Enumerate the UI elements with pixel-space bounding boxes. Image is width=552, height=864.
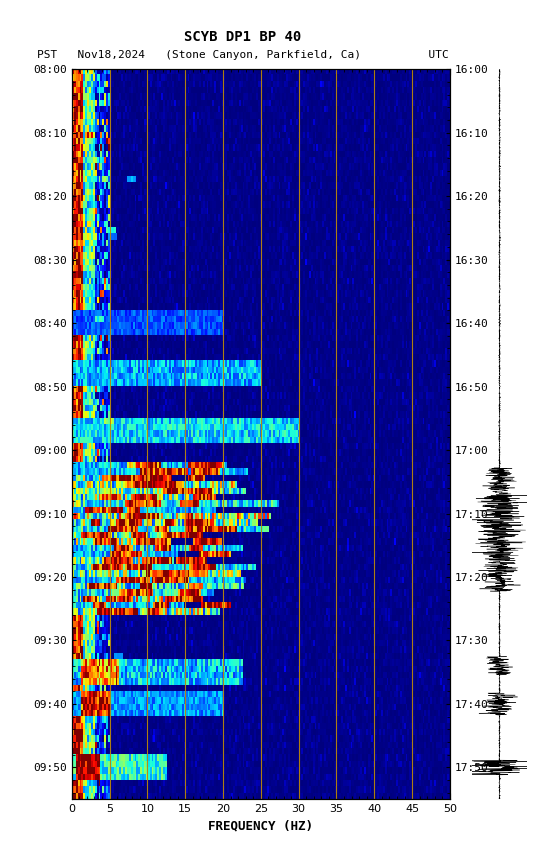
Text: SCYB DP1 BP 40: SCYB DP1 BP 40 xyxy=(184,30,301,44)
X-axis label: FREQUENCY (HZ): FREQUENCY (HZ) xyxy=(208,820,314,833)
Text: PST   Nov18,2024   (Stone Canyon, Parkfield, Ca)          UTC: PST Nov18,2024 (Stone Canyon, Parkfield,… xyxy=(37,50,449,60)
